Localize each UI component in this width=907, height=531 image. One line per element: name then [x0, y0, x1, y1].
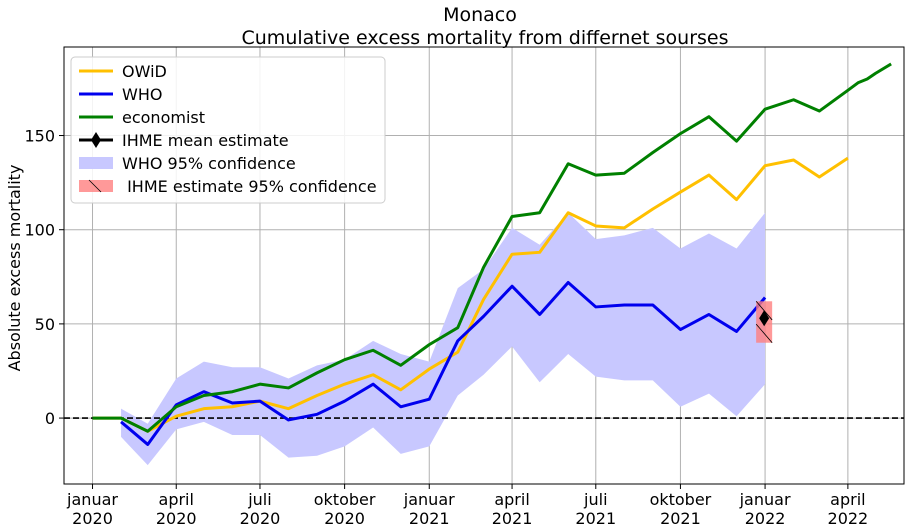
y-tick-label: 100 — [24, 221, 55, 240]
legend-swatch-who-band — [79, 157, 113, 169]
y-axis-ticks: 0 50 100 150 — [24, 127, 64, 428]
legend-swatch-ihme-ci — [79, 180, 113, 192]
legend-label: OWiD — [122, 62, 167, 81]
x-tick-label: 2021 — [409, 509, 450, 528]
who-confidence-band-layer — [121, 212, 766, 466]
x-tick-label: 2022 — [745, 509, 786, 528]
legend-box — [70, 56, 386, 204]
chart-title: Monaco — [443, 4, 517, 26]
legend-label: WHO 95% confidence — [122, 154, 296, 173]
x-tick-label: januar — [739, 490, 791, 509]
ihme-mean-marker — [759, 310, 770, 327]
x-tick-label: 2020 — [240, 509, 281, 528]
legend-label: IHME mean estimate — [122, 131, 289, 150]
series-layer — [92, 62, 892, 446]
x-axis-ticks: januar2020april2020juli2020oktober2020ja… — [66, 484, 868, 528]
x-tick-label: 2021 — [660, 509, 701, 528]
y-tick-label: 0 — [45, 409, 55, 428]
ihme-layer — [755, 301, 773, 343]
ihme-hatch-line — [755, 323, 773, 343]
y-tick-label: 50 — [35, 315, 55, 334]
x-tick-label: 2022 — [828, 509, 869, 528]
series-line-owid — [92, 156, 849, 433]
x-tick-label: juli — [247, 490, 271, 509]
x-tick-label: 2020 — [156, 509, 197, 528]
x-tick-label: oktober — [314, 490, 376, 509]
x-tick-label: 2021 — [575, 509, 616, 528]
legend-label: WHO — [122, 85, 162, 104]
x-tick-label: januar — [66, 490, 118, 509]
x-tick-label: juli — [583, 490, 607, 509]
who-confidence-band — [121, 212, 766, 466]
y-tick-label: 150 — [24, 127, 55, 146]
x-tick-label: april — [494, 490, 529, 509]
legend-swatch-hatch — [88, 179, 102, 193]
legend-label: IHME estimate 95% confidence — [122, 177, 377, 196]
series-line-economist — [92, 62, 892, 433]
x-tick-label: oktober — [650, 490, 712, 509]
x-tick-label: april — [830, 490, 865, 509]
legend-label: economist — [122, 108, 205, 127]
y-axis-label: Absolute excess mortality — [5, 165, 24, 372]
legend-swatch-ihme-mean-marker — [91, 132, 101, 148]
x-tick-label: 2021 — [492, 509, 533, 528]
plot-frame — [63, 46, 905, 485]
series-line-who — [120, 280, 767, 446]
legend: OWiD WHO economist IHME mean estimate WHO 95… — [70, 56, 386, 204]
chart-subtitle: Cumulative excess mortality from differn… — [242, 27, 729, 49]
x-tick-label: april — [159, 490, 194, 509]
x-tick-label: januar — [403, 490, 455, 509]
x-tick-label: 2020 — [324, 509, 365, 528]
x-tick-label: 2020 — [72, 509, 113, 528]
